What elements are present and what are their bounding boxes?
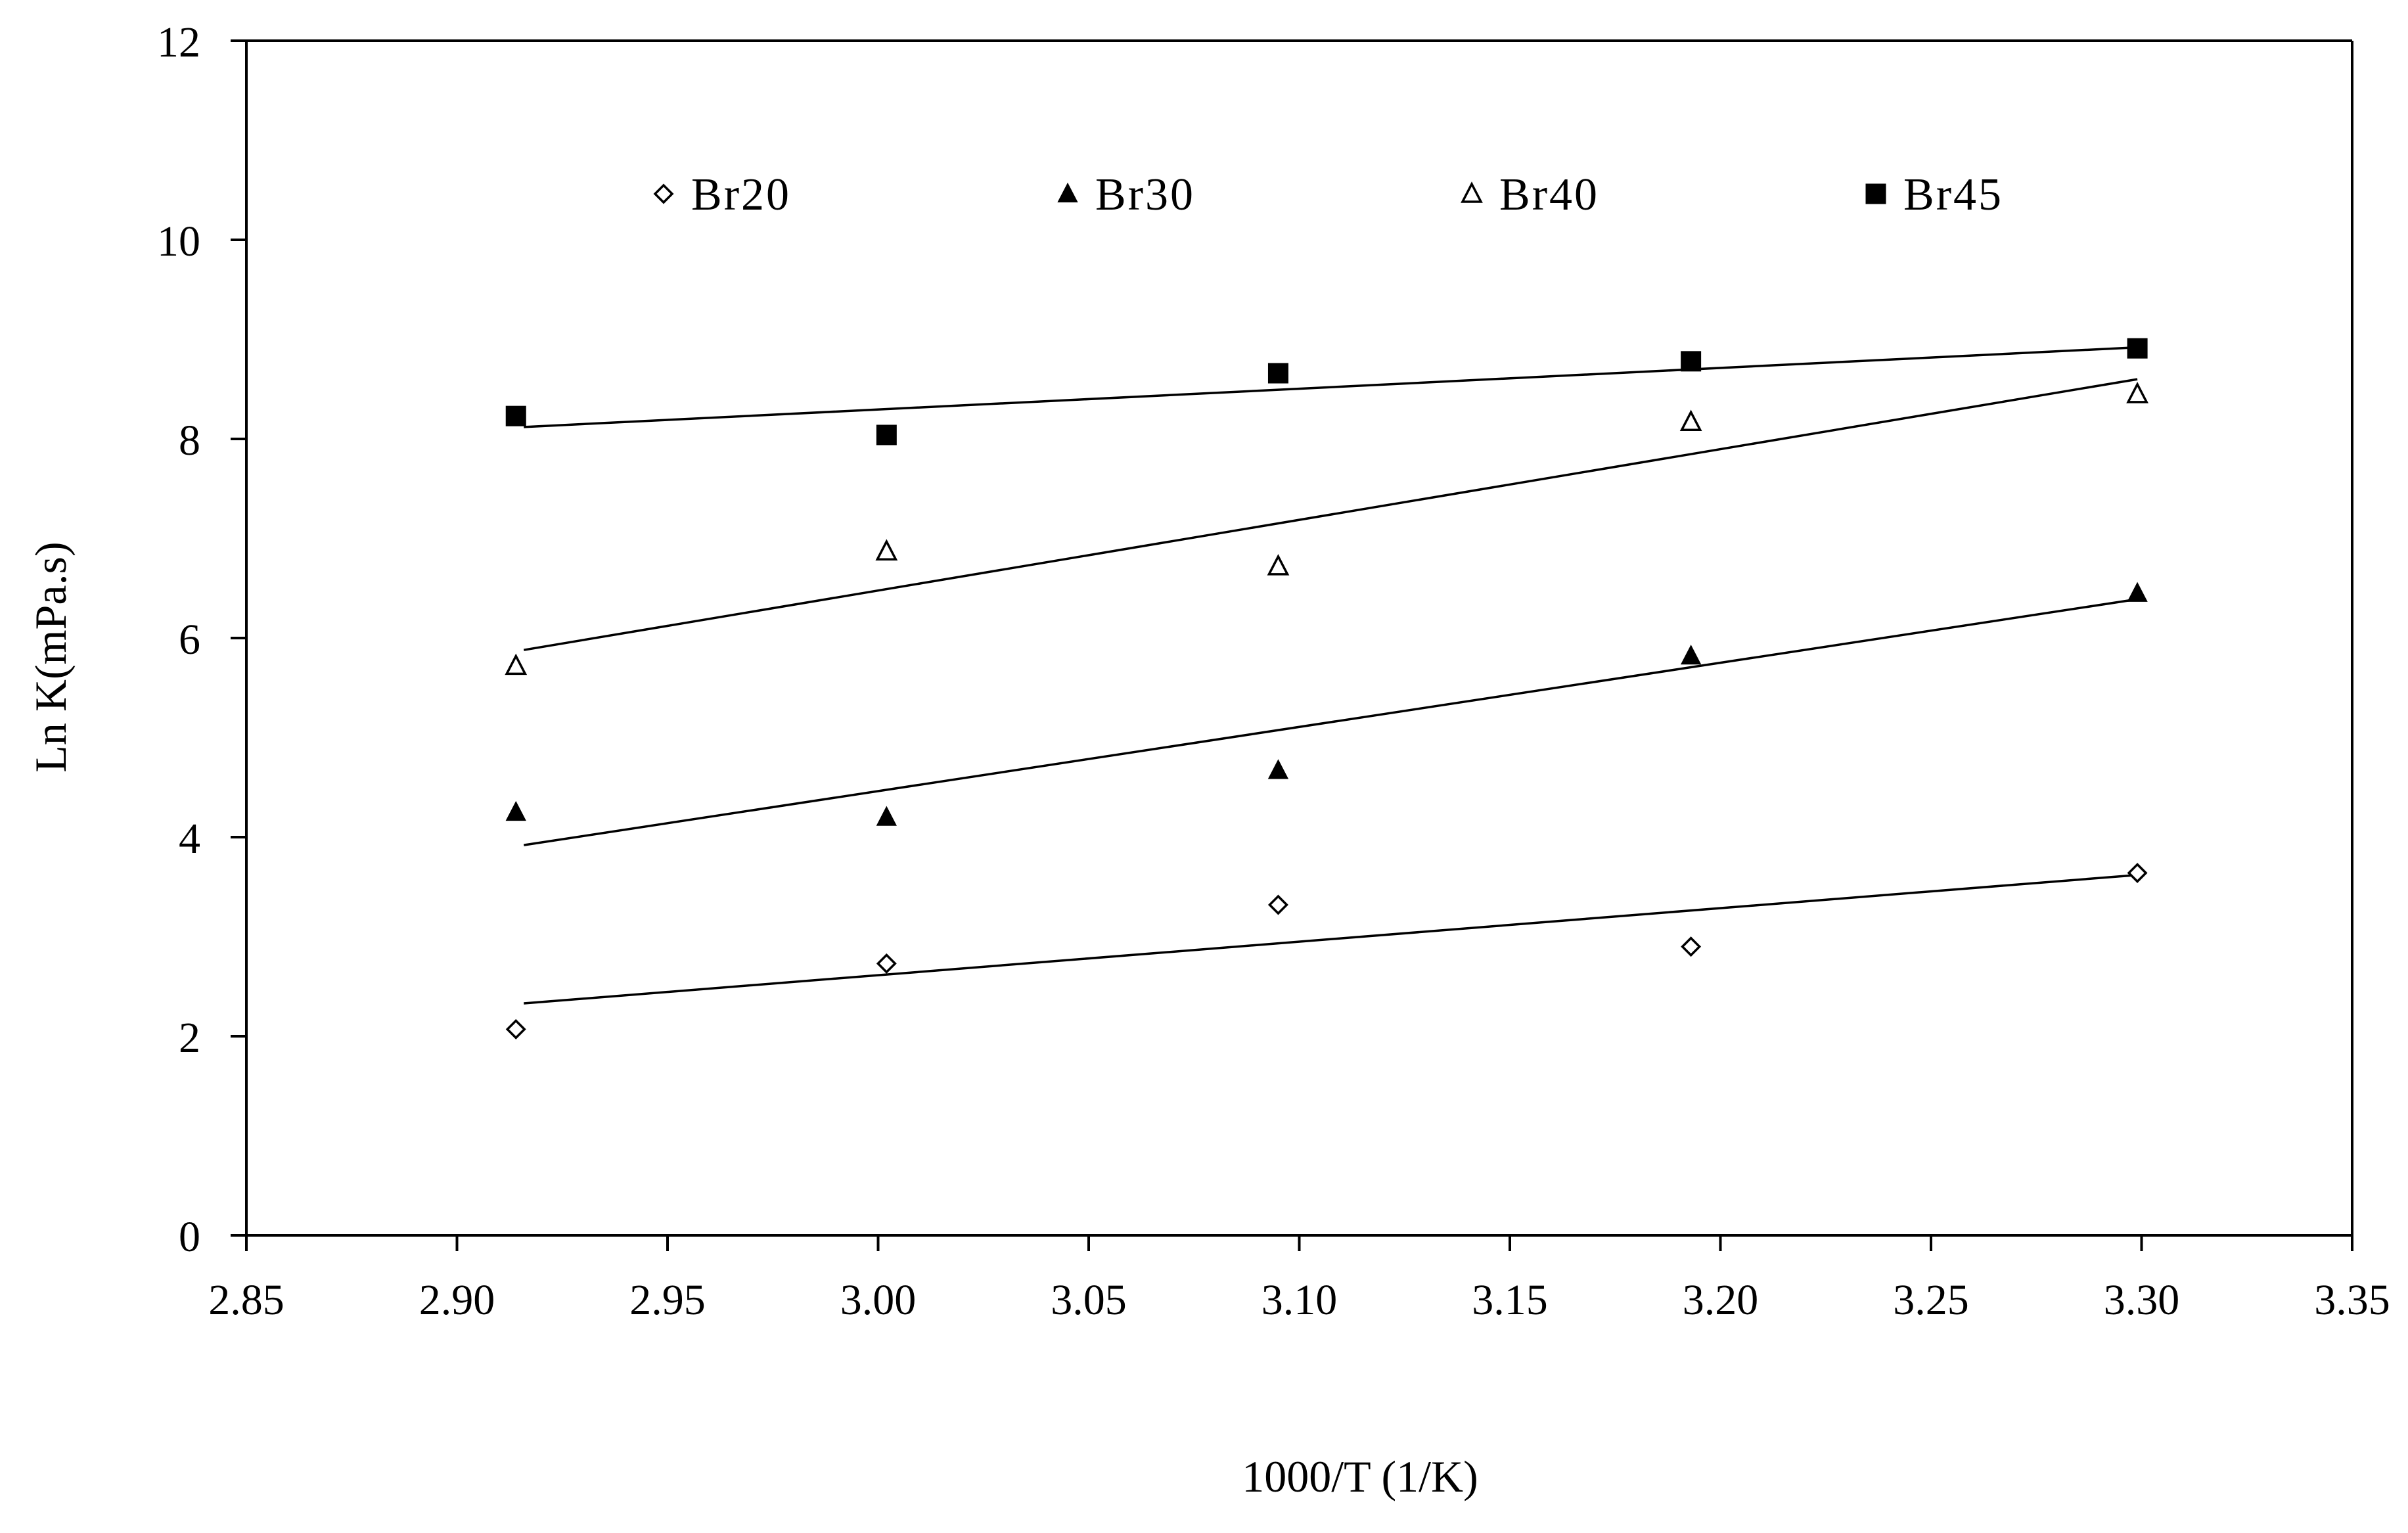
legend: Br20 Br30 Br40 Br45 [653,170,2003,220]
y-tick-label: 6 [179,616,200,664]
y-tick-label: 0 [179,1213,200,1261]
data-point-br45 [2127,338,2148,359]
data-point-br40 [505,653,528,675]
trend-line-br20 [524,873,2138,1005]
data-point-br30 [1267,759,1289,779]
x-tick-label: 3.35 [2314,1276,2390,1324]
y-tick-label: 10 [157,217,200,265]
legend-marker-br45 [1865,183,1886,204]
x-tick-label: 3.20 [1683,1276,1759,1324]
x-axis-label: 1000/T (1/K) [1242,1452,1478,1501]
data-point-br20 [1267,894,1288,915]
x-tick-label: 3.15 [1472,1276,1548,1324]
trend-lines [523,346,2138,1005]
legend-marker-br30 [1057,182,1078,202]
data-point-br45 [1681,351,1702,372]
legend-label-br20: Br20 [691,170,791,220]
y-tick-label: 2 [179,1014,200,1062]
data-point-br45 [505,405,526,426]
x-tick-label: 3.30 [2104,1276,2180,1324]
legend-marker-br40 [1461,181,1483,203]
data-point-br20 [876,953,897,974]
legend-label-br30: Br30 [1095,170,1195,220]
x-tick-label: 3.10 [1261,1276,1338,1324]
data-point-br45 [1267,363,1288,384]
y-axis-label: Ln K(mPa.s) [26,541,76,772]
x-tick-label: 2.85 [208,1276,284,1324]
data-points [505,338,2148,1040]
y-tick-label: 8 [179,417,200,465]
x-tick-label: 3.05 [1051,1276,1127,1324]
y-tick-label: 4 [179,815,200,863]
data-point-br20 [2127,863,2148,884]
x-tick-label: 3.00 [840,1276,917,1324]
legend-marker-br20 [653,183,674,204]
data-point-br30 [505,800,526,821]
data-point-br40 [2126,382,2148,403]
data-point-br30 [2127,582,2148,602]
y-tick-label: 12 [157,18,200,66]
ticks: 2.85 2.90 2.95 3.00 3.05 3.10 3.15 3.20 3.25 3.30… [157,18,2390,1324]
x-tick-label: 2.90 [419,1276,495,1324]
x-tick-label: 2.95 [629,1276,706,1324]
trend-line-br40 [523,378,2138,651]
data-point-br30 [1680,645,1702,665]
legend-label-br45: Br45 [1903,170,2003,220]
data-point-br30 [876,806,897,826]
axes [245,39,2353,1237]
trend-line-br30 [523,598,2138,846]
data-point-br40 [1679,409,1702,431]
data-point-br45 [876,424,897,446]
data-point-br20 [505,1018,526,1040]
trend-line-br45 [524,346,2138,428]
data-point-br40 [1267,554,1290,576]
x-tick-label: 3.25 [1893,1276,1969,1324]
data-point-br40 [875,539,898,561]
legend-label-br40: Br40 [1499,170,1599,220]
data-point-br20 [1681,936,1702,957]
